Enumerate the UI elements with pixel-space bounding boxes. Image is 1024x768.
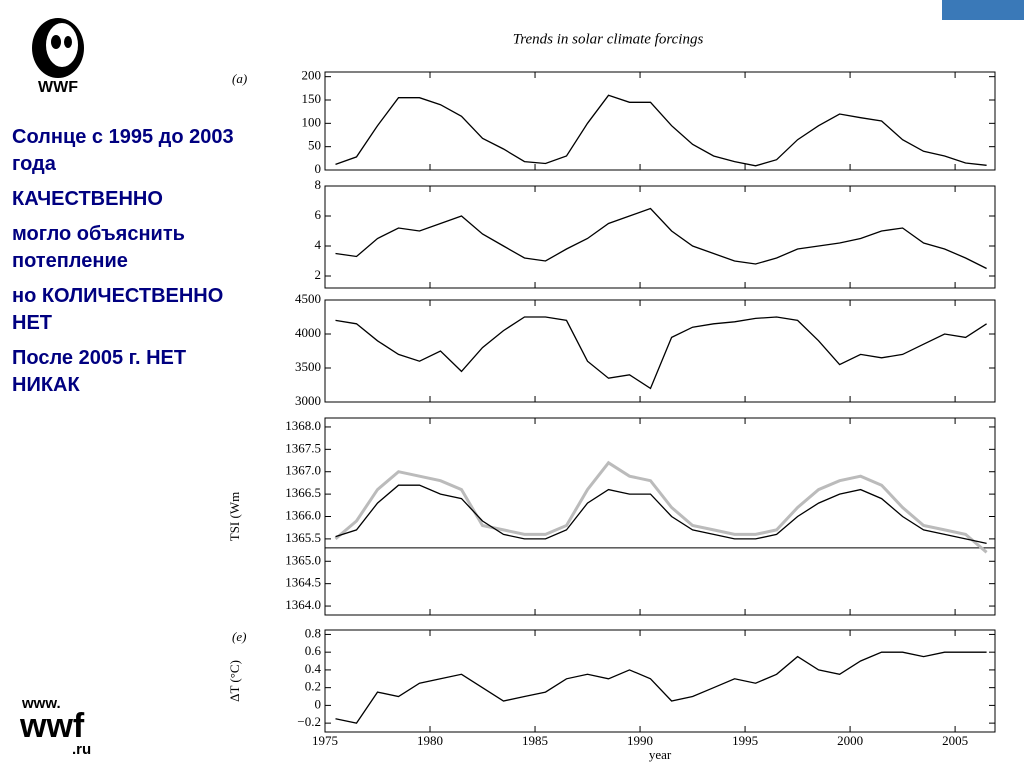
- plot-frame: [324, 417, 996, 616]
- side-line: могло объяснить потепление: [12, 223, 185, 272]
- x-tick-label: 1995: [732, 733, 758, 748]
- y-tick-label: 150: [302, 91, 322, 106]
- y-tick-label: 1366.0: [285, 507, 321, 522]
- tick-labels: 0 50 100 150 200: [302, 68, 322, 176]
- tick-labels: 2 4 6 8: [315, 177, 322, 282]
- y-tick-label: 1364.5: [285, 575, 321, 590]
- y-tick-label: 8: [315, 177, 322, 192]
- y-tick-label: 4: [315, 237, 322, 252]
- y-tick-label: 100: [302, 114, 322, 129]
- panel-label: (a): [232, 71, 247, 86]
- y-tick-label: 0.8: [305, 625, 321, 640]
- side-line: После 2005 г. НЕТ НИКАК: [12, 347, 187, 396]
- y-tick-label: 2: [315, 267, 322, 282]
- y-tick-label: 1368.0: [285, 418, 321, 433]
- series-line: [335, 484, 987, 545]
- y-tick-label: 200: [302, 68, 322, 83]
- chart-title: Trends in solar climate forcings: [513, 31, 704, 47]
- y-tick-label: 1365.0: [285, 552, 321, 567]
- tick-labels: 3000 3500 4000 4500: [295, 291, 321, 408]
- footer-ru: .ru: [72, 741, 91, 758]
- x-tick-label: 2000: [837, 733, 863, 748]
- y-tick-label: 1364.0: [285, 597, 321, 612]
- x-tick-label: 1985: [522, 733, 548, 748]
- y-tick-label: 1367.5: [285, 440, 321, 455]
- plot-frame: [324, 629, 996, 733]
- plot: [335, 651, 987, 724]
- corner-image: [942, 0, 1024, 20]
- y-tick-label: 0.2: [305, 679, 321, 694]
- plot-frame: [324, 71, 996, 171]
- y-tick-label: 0: [315, 161, 322, 176]
- side-line: но КОЛИЧЕСТВЕННО НЕТ: [12, 285, 224, 334]
- y-tick-label: 0.4: [305, 661, 322, 676]
- series-line: [335, 651, 987, 724]
- y-tick-label: 1365.5: [285, 530, 321, 545]
- series-line: [335, 207, 987, 270]
- plot: [335, 316, 987, 390]
- y-tick-label: 4500: [295, 291, 321, 306]
- y-tick-label: 50: [308, 138, 321, 153]
- y-tick-label: 0.6: [305, 643, 322, 658]
- y-tick-label: 6: [315, 207, 322, 222]
- plot: [325, 460, 995, 554]
- y-axis-label: ΔT (°C): [227, 660, 242, 702]
- y-tick-label: −0.2: [297, 714, 321, 729]
- plot: [335, 94, 987, 167]
- side-text: Солнце с 1995 до 2003 года КАЧЕСТВЕННО мог…: [12, 124, 252, 407]
- series-line: [335, 94, 987, 167]
- x-tick-label: 1990: [627, 733, 653, 748]
- logo-text: WWF: [38, 79, 78, 96]
- footer-www: www.: [21, 695, 61, 712]
- y-tick-label: 3000: [295, 393, 321, 408]
- tick-labels: −0.2 0 0.2 0.4 0.6 0.8: [297, 625, 321, 729]
- panel-label: (e): [232, 629, 246, 644]
- side-line: Солнце с 1995 до 2003 года: [12, 126, 234, 175]
- side-line: КАЧЕСТВЕННО: [12, 188, 163, 210]
- x-tick-label: 2005: [942, 733, 968, 748]
- plot-frame: [324, 185, 996, 289]
- plot: [335, 207, 987, 270]
- footer-wwf: wwf: [19, 707, 85, 745]
- panda-logo: [32, 18, 84, 78]
- y-tick-label: 1366.5: [285, 485, 321, 500]
- y-tick-label: 0: [315, 696, 322, 711]
- x-tick-label: 1980: [417, 733, 443, 748]
- series-line: [334, 460, 988, 554]
- series-line: [335, 316, 987, 390]
- y-tick-label: 3500: [295, 359, 321, 374]
- x-tick-label: 1975: [312, 733, 338, 748]
- tick-labels: 1364.0 1364.5 1365.0 1365.5 1366.0 1366.5 1367…: [285, 418, 321, 612]
- x-axis-label: year: [649, 747, 672, 762]
- y-axis-label: TSI (Wm: [227, 492, 242, 541]
- plot-frame: [324, 299, 996, 403]
- y-tick-label: 1367.0: [285, 463, 321, 478]
- y-tick-label: 4000: [295, 325, 321, 340]
